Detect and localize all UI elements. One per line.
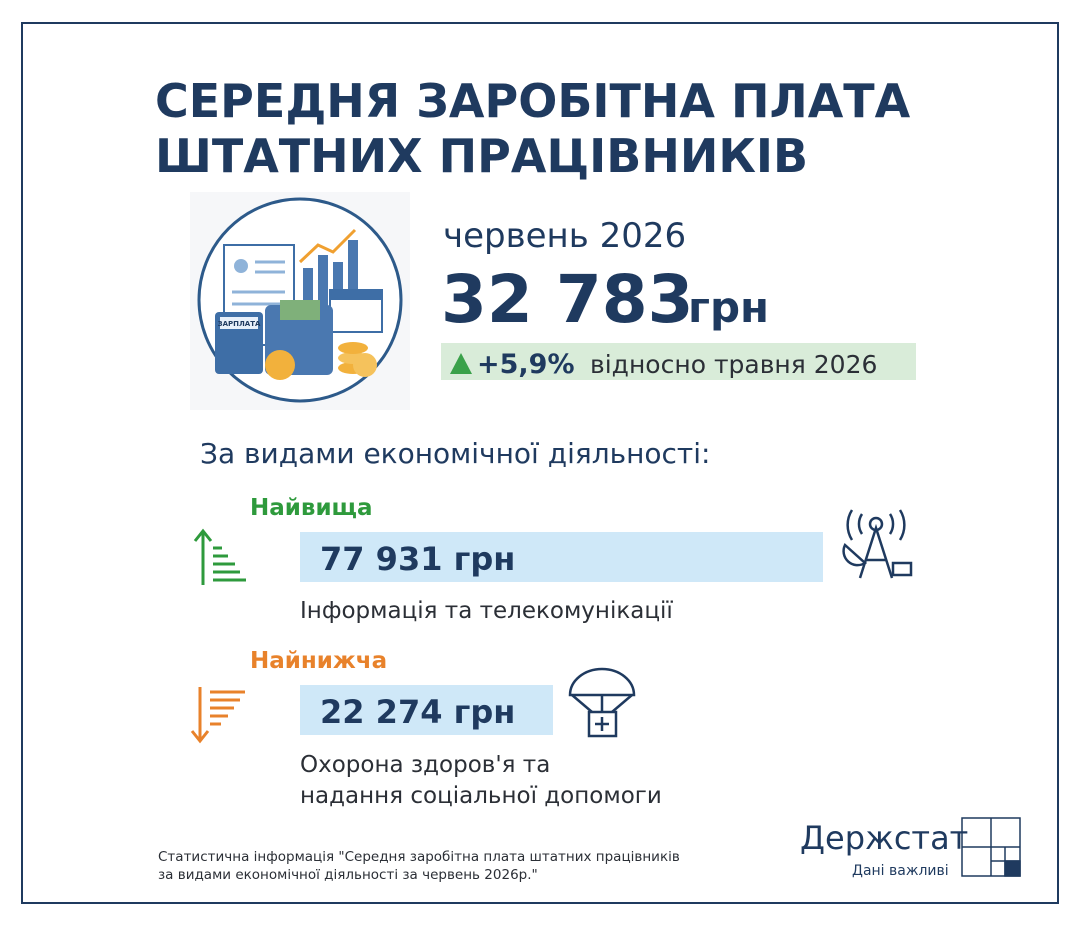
change-badge [441, 343, 916, 380]
change-value: +5,9% [477, 349, 575, 380]
illustration-label: ЗАРПЛАТА [218, 320, 261, 328]
source-note: за видами економічної діяльності за черв… [158, 867, 538, 883]
title-line: СЕРЕДНЯ ЗАРОБІТНА ПЛАТА [155, 74, 911, 128]
up-arrow-icon [193, 528, 246, 585]
telecom-icon [842, 509, 913, 579]
average-value: 32 783 [441, 261, 694, 338]
highest-activity: Інформація та телекомунікації [300, 598, 673, 624]
down-arrow-icon [190, 687, 245, 744]
logo-tagline: Дані важливі [852, 863, 949, 879]
period: червень 2026 [443, 216, 686, 256]
highest-label: Найвища [250, 495, 373, 521]
highest-value: 77 931 грн [320, 540, 515, 578]
frame [21, 22, 1059, 904]
title-line: ШТАТНИХ ПРАЦІВНИКІВ [155, 129, 808, 183]
logo-name: Держстат [800, 819, 968, 857]
change-text: відносно травня 2026 [590, 350, 877, 379]
lowest-value: 22 274 грн [320, 693, 515, 731]
lowest-value-box [300, 685, 553, 735]
source-note: Статистична інформація "Середня заробітн… [158, 849, 680, 865]
logo-mark [961, 817, 1021, 877]
lowest-label: Найнижча [250, 648, 387, 674]
lowest-activity: Охорона здоров'я та [300, 752, 550, 778]
highest-value-box [300, 532, 823, 582]
salary-illustration: ЗАРПЛАТА [190, 192, 410, 410]
average-unit: грн [688, 283, 769, 332]
up-triangle [450, 353, 472, 374]
lowest-activity: надання соціальної допомоги [300, 783, 662, 809]
aid-icon [568, 667, 636, 738]
section-title: За видами економічної діяльності: [200, 437, 710, 470]
